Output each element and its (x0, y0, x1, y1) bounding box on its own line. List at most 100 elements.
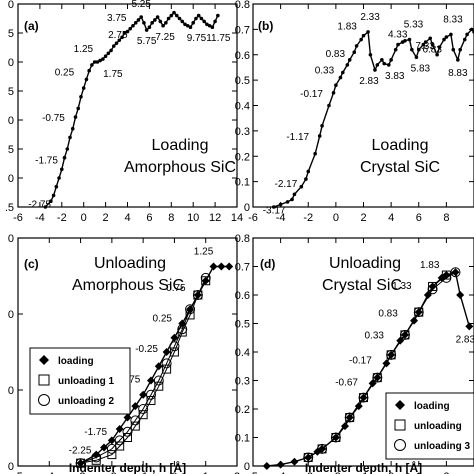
inset-text: Unloading (94, 255, 166, 272)
data-point-circle (386, 349, 397, 360)
data-point (299, 184, 304, 189)
x-tick-label: -2 (331, 471, 341, 474)
data-point-circle (399, 329, 410, 340)
y-tick-label: 0.7 (235, 24, 250, 36)
data-point-diamond (217, 262, 226, 271)
x-tick-label: -2 (303, 212, 313, 224)
x-tick-label: 12 (209, 212, 221, 224)
data-point-diamond (100, 443, 109, 452)
data-point (70, 126, 75, 131)
data-label: 0.25 (153, 314, 173, 325)
legend-marker-diamond (39, 355, 49, 365)
data-point (153, 18, 157, 22)
panel-d-unloading-crystal: -5 -4 -3 -2 -1 0 1 2 0 0.1 0.2 0.3 0.4 0.5 0.6 0.7 0.8 -0… (235, 233, 474, 474)
data-point-diamond (465, 322, 474, 331)
data-point (65, 147, 70, 151)
data-point (456, 58, 460, 62)
legend-label: loading (414, 401, 450, 412)
data-point-square (154, 381, 164, 391)
data-point-circle (441, 272, 452, 283)
data-point (354, 44, 359, 48)
data-point (131, 23, 135, 28)
data-point (462, 37, 467, 42)
data-point (164, 21, 168, 25)
data-point (435, 52, 439, 57)
data-point-circle (185, 304, 196, 315)
x-tick-label: -6 (13, 212, 23, 224)
data-point-diamond (146, 376, 155, 385)
y-tick-label: 0 (8, 57, 14, 69)
data-label: 8.83 (448, 68, 468, 79)
data-point (73, 115, 78, 119)
panel-label: (c) (24, 257, 39, 271)
data-point-diamond (262, 462, 271, 470)
data-point (361, 33, 366, 38)
data-label: 2.83 (359, 76, 379, 87)
data-label: 1.83 (420, 260, 440, 271)
data-point (375, 63, 380, 67)
y-tick-label: 0.5 (235, 319, 250, 331)
data-point (106, 51, 111, 56)
panel-label: (b) (258, 19, 273, 33)
y-tick-label: 0.2 (235, 151, 250, 163)
panel-c-unloading-amorphous: -5-4-3-2-10120000-2.25-1.75-1.25-0.75-0.… (8, 233, 240, 474)
data-label: 11.75 (206, 33, 231, 44)
data-point (444, 35, 449, 39)
data-point-diamond (209, 262, 218, 271)
data-point-circle (413, 307, 424, 318)
data-point (81, 86, 86, 90)
data-point-diamond (456, 291, 465, 299)
y-tick-label: 0 (244, 202, 250, 214)
data-point-circle (169, 341, 180, 352)
y-tick-label: 5 (8, 86, 14, 98)
data-point (428, 36, 433, 41)
data-point (313, 151, 317, 156)
data-point (352, 50, 357, 55)
data-point-circle (450, 267, 461, 278)
x-tick-label: 0 (81, 212, 87, 224)
data-point (139, 15, 143, 19)
data-label: 3.83 (385, 71, 405, 82)
x-tick-label: -6 (248, 212, 258, 224)
data-point-circle (75, 458, 86, 469)
y-tick-label: 0 (8, 309, 14, 321)
data-point-diamond (154, 362, 163, 371)
data-point (416, 47, 421, 52)
data-point-diamond (304, 453, 313, 462)
data-label: -1.75 (35, 156, 58, 167)
data-point-diamond (123, 413, 132, 422)
data-point (340, 70, 345, 75)
data-label: -2.17 (275, 179, 298, 190)
data-point (304, 177, 308, 181)
data-point (449, 32, 453, 37)
y-tick-label: 0 (8, 385, 14, 397)
x-tick-label: -1 (138, 471, 148, 474)
legend-label: unloading (414, 421, 462, 432)
inset-text: Amorphous SiC (72, 277, 184, 294)
data-point (92, 60, 97, 64)
x-tick-label: -1 (359, 471, 369, 474)
data-point-circle (303, 452, 314, 463)
data-point-circle (330, 432, 341, 443)
data-point (101, 57, 105, 61)
data-point (359, 37, 363, 42)
legend-label: unloading 3 (414, 441, 471, 452)
data-point (150, 21, 154, 25)
x-tick-label: 1 (203, 471, 209, 474)
data-point (410, 47, 414, 52)
data-label: 5.25 (131, 0, 151, 10)
legend-marker-circle (38, 394, 50, 406)
data-point (386, 63, 391, 67)
data-point-square (162, 364, 172, 374)
x-tick-label: -4 (35, 212, 45, 224)
data-point-diamond (162, 348, 171, 356)
data-point-circle (344, 412, 355, 423)
data-point-diamond (131, 402, 140, 411)
x-tick-label: 1 (416, 471, 422, 474)
data-point (338, 75, 343, 80)
data-point (205, 22, 209, 27)
x-tick-label: 2 (443, 471, 449, 474)
y-tick-label: 0.1 (235, 177, 250, 189)
data-point (334, 83, 338, 87)
data-point-circle (153, 375, 164, 386)
